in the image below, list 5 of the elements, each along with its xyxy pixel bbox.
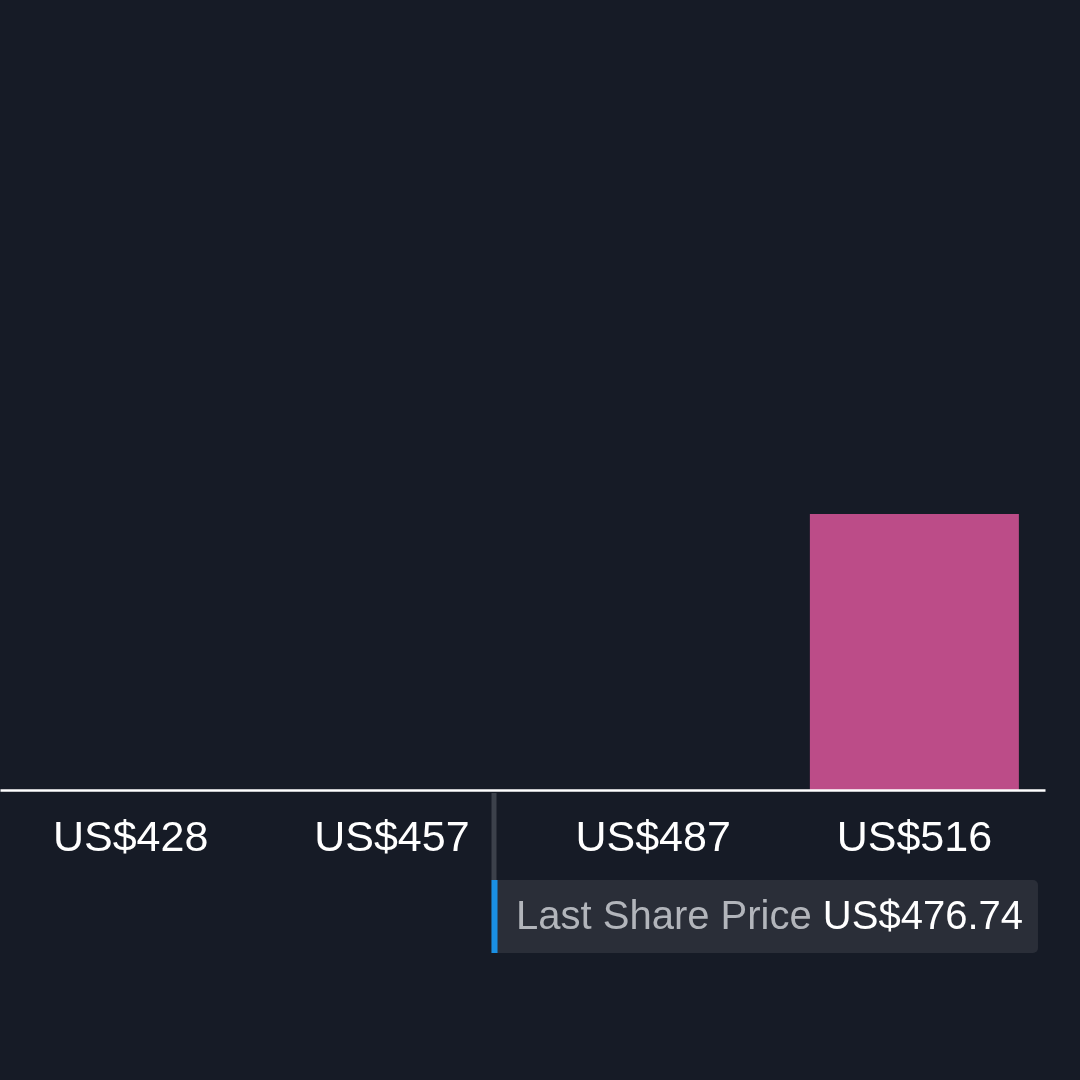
x-tick-label: US$428 xyxy=(52,811,209,860)
x-tick-label: US$516 xyxy=(836,811,993,860)
x-tick-label: US$487 xyxy=(575,811,731,860)
text: Last Share Price US$476.74 xyxy=(516,893,1023,937)
x-tick-label: US$457 xyxy=(314,811,470,860)
